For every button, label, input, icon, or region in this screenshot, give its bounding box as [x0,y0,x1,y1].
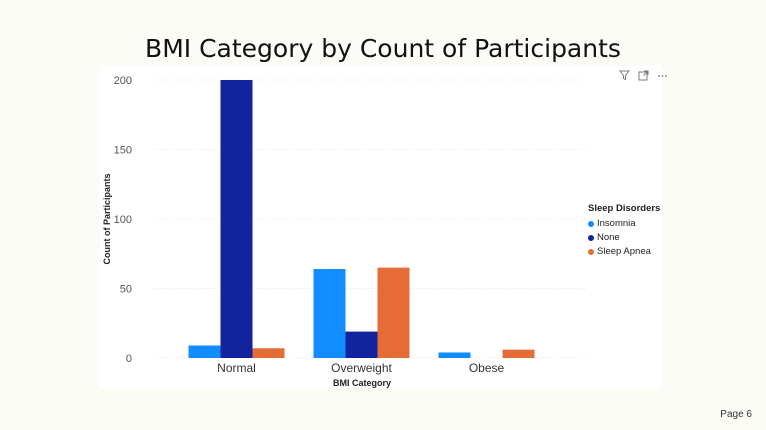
y-tick-label: 50 [120,284,132,296]
legend-marker-icon [588,234,594,241]
bar[interactable] [188,345,221,358]
x-tick-label: Normal [217,361,256,375]
y-axis-title: Count of Participants [102,173,112,264]
y-tick-label: 0 [126,353,132,365]
bar[interactable] [345,331,378,358]
y-tick-label: 150 [114,145,132,157]
legend-item[interactable]: Insomnia [588,218,660,229]
visual-header-icons [618,70,668,82]
legend-marker-icon [588,220,594,227]
chart-title: BMI Category by Count of Participants [145,34,621,63]
bar[interactable] [252,348,285,358]
x-tick-label: Overweight [331,361,392,375]
y-tick-label: 100 [114,214,132,226]
more-options-icon[interactable] [656,70,668,82]
focus-mode-icon[interactable] [637,70,649,82]
x-axis-title: BMI Category [333,378,391,388]
bar[interactable] [220,80,253,358]
bar[interactable] [377,267,410,358]
bar[interactable] [313,269,346,358]
legend-label: Insomnia [597,218,636,229]
legend-marker-icon [588,248,594,255]
legend-item[interactable]: Sleep Apnea [588,246,660,257]
x-tick-label: Obese [469,361,505,375]
page-number: Page 6 [720,409,752,420]
legend-title: Sleep Disorders [588,203,661,214]
filter-icon[interactable] [618,70,630,82]
bar[interactable] [502,349,535,358]
legend-label: Sleep Apnea [597,246,651,257]
legend-item[interactable]: None [588,232,660,243]
y-tick-label: 200 [114,75,132,87]
legend: Sleep Disorders Insomnia None Sleep Apnea [588,203,660,260]
legend-label: None [597,232,620,243]
bar[interactable] [438,352,471,358]
